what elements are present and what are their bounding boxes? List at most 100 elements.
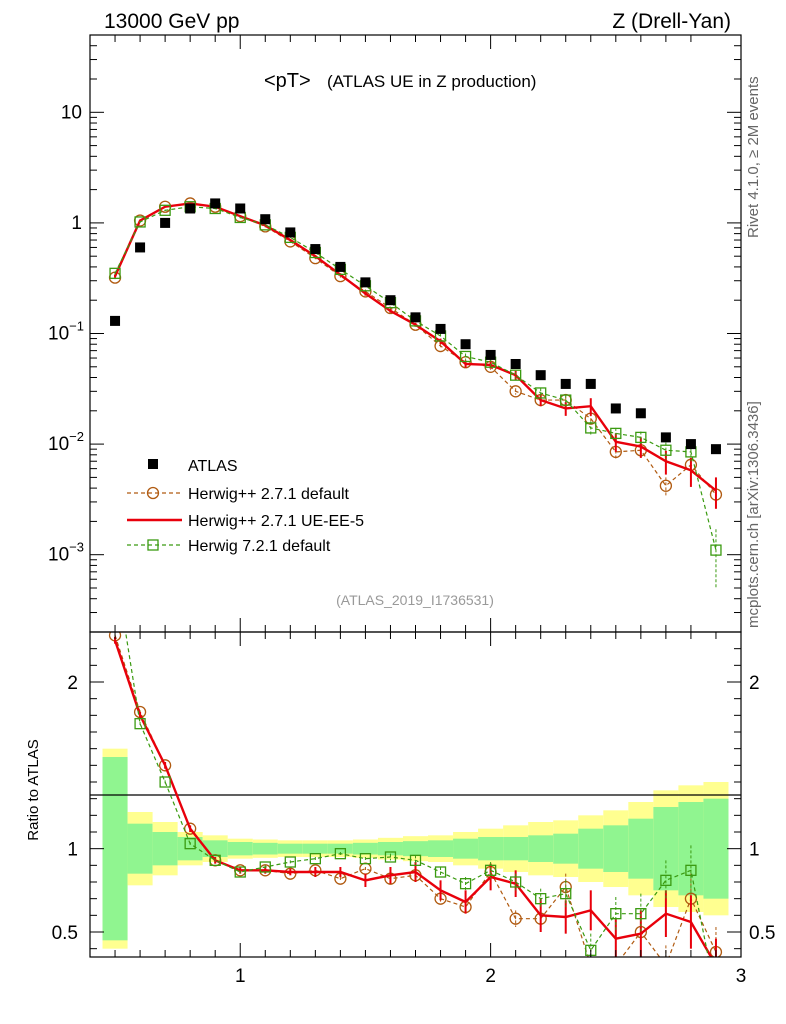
ratio-band-inner <box>277 843 303 854</box>
main-point-atlas <box>235 203 246 214</box>
ratio-point-h7 <box>159 776 171 788</box>
main-point-hpp-default <box>509 385 522 398</box>
ratio-band-inner <box>453 838 479 859</box>
ratio-band-inner <box>478 837 504 861</box>
ratio-band-inner <box>503 837 529 861</box>
ratio-band-inner <box>102 757 128 941</box>
main-point-atlas <box>660 432 671 443</box>
legend-item-atlas: ATLAS <box>148 458 238 475</box>
ratio-band-inner <box>127 823 153 874</box>
ratio-point-h7 <box>284 856 296 868</box>
ratio-xtick-label: 1 <box>235 966 246 987</box>
main-point-h7 <box>635 431 647 444</box>
ratio-point-h7 <box>434 866 447 878</box>
main-point-atlas <box>410 312 421 323</box>
legend-label-hpp-ueee5: Herwig++ 2.7.1 UE-EE-5 <box>188 513 364 530</box>
ratio-point-hpp-default <box>610 960 621 971</box>
ratio-band-inner <box>302 843 328 854</box>
main-point-atlas <box>710 444 721 455</box>
ratio-ytick-label-right: 0.5 <box>749 923 775 944</box>
ratio-point-h7 <box>309 853 321 865</box>
main-ytick-label: 10−2 <box>48 429 84 455</box>
main-point-h7 <box>560 394 572 406</box>
plot-title-sub: (ATLAS UE in Z production) <box>327 72 536 91</box>
ratio-band-inner <box>553 833 579 864</box>
plot-title-main: <pT> <box>264 70 311 92</box>
ratio-panel: 0.5 0.5 1 1 2 2 1 2 3 <box>52 560 775 1000</box>
main-point-atlas <box>610 403 621 414</box>
main-point-atlas <box>685 439 696 450</box>
main-point-h7 <box>710 544 722 556</box>
ratio-point-h7 <box>459 878 472 890</box>
ratio-point-h7 <box>384 851 397 863</box>
main-point-atlas <box>385 295 396 306</box>
legend-label-hpp-default: Herwig++ 2.7.1 default <box>188 486 350 503</box>
main-point-atlas <box>260 214 271 225</box>
main-point-hpp-default <box>659 479 673 492</box>
ratio-point-h7 <box>184 838 196 850</box>
main-point-h7 <box>109 267 121 279</box>
ratio-ytick-label-right: 2 <box>749 673 760 694</box>
ratio-point-h7 <box>535 893 547 905</box>
main-line-hpp-default <box>114 202 717 495</box>
main-point-atlas <box>160 217 171 228</box>
main-point-atlas <box>110 315 121 326</box>
main-point-h7 <box>610 427 622 440</box>
ratio-point-h7 <box>334 848 347 860</box>
legend-marker-h7 <box>147 539 159 551</box>
ratio-band-inner <box>603 825 629 872</box>
legend-item-h7: Herwig 7.2.1 default <box>127 538 331 555</box>
main-point-atlas <box>310 244 321 255</box>
main-point-atlas <box>560 378 571 389</box>
main-point-atlas <box>185 203 196 214</box>
ratio-band-inner <box>152 832 178 866</box>
ratio-band-inner <box>703 798 729 899</box>
ratio-ylabel: Ratio to ATLAS <box>25 739 42 840</box>
main-point-h7 <box>159 204 171 216</box>
ratio-point-h7 <box>660 874 672 886</box>
rivet-version-label: Rivet 4.1.0, ≥ 2M events <box>745 76 762 238</box>
ratio-point-h7 <box>259 861 271 873</box>
main-panel: 10−3 10−2 10−1 1 10 <box>48 34 742 633</box>
main-point-atlas <box>535 370 546 381</box>
main-line-hpp-ueee5 <box>113 202 717 492</box>
main-point-h7 <box>660 444 672 456</box>
main-point-atlas <box>210 198 221 209</box>
analysis-label: (ATLAS_2019_I1736531) <box>336 592 494 608</box>
ratio-point-hpp-default <box>158 759 172 772</box>
legend-marker-hpp-default <box>146 486 160 500</box>
main-point-atlas <box>485 349 496 360</box>
ratio-band-inner <box>227 842 253 856</box>
ratio-point-h7 <box>234 866 246 878</box>
mcplots-label: mcplots.cern.ch [arXiv:1306.3436] <box>745 401 762 628</box>
ratio-band-inner <box>252 842 278 855</box>
main-ytick-exponent: −3 <box>69 540 84 555</box>
legend-item-hpp-default: Herwig++ 2.7.1 default <box>127 486 350 503</box>
main-point-atlas <box>135 242 146 253</box>
ratio-point-h7 <box>711 990 721 1000</box>
legend-label-h7: Herwig 7.2.1 default <box>188 538 331 555</box>
main-point-atlas <box>335 261 346 272</box>
ratio-point-h7 <box>484 864 497 876</box>
main-point-atlas <box>435 323 446 334</box>
ratio-line-hpp-ueee5 <box>113 639 713 957</box>
main-point-h7 <box>459 350 472 363</box>
ratio-point-h7 <box>635 908 647 920</box>
ratio-point-hpp-default <box>585 960 596 971</box>
ratio-point-h7 <box>110 560 120 570</box>
ratio-ytick-label-left: 0.5 <box>52 923 78 944</box>
legend-item-hpp-ueee5: Herwig++ 2.7.1 UE-EE-5 <box>127 513 364 530</box>
ratio-line-hpp-default <box>114 635 717 957</box>
ratio-point-h7 <box>209 854 221 866</box>
header-left: 13000 GeV pp <box>104 10 239 33</box>
legend: ATLAS Herwig++ 2.7.1 default Herwig++ 2.… <box>127 458 364 555</box>
ratio-band-inner <box>528 835 554 862</box>
main-ytick-label: 10 <box>61 102 82 123</box>
ratio-ytick-label-left: 2 <box>67 673 78 694</box>
ratio-band-inner <box>377 842 403 856</box>
ratio-band-inner <box>578 828 604 869</box>
main-ytick-label: 10−3 <box>48 540 84 566</box>
main-point-h7 <box>535 387 547 399</box>
ratio-band-inner <box>628 818 654 879</box>
ratio-point-h7 <box>560 888 572 900</box>
